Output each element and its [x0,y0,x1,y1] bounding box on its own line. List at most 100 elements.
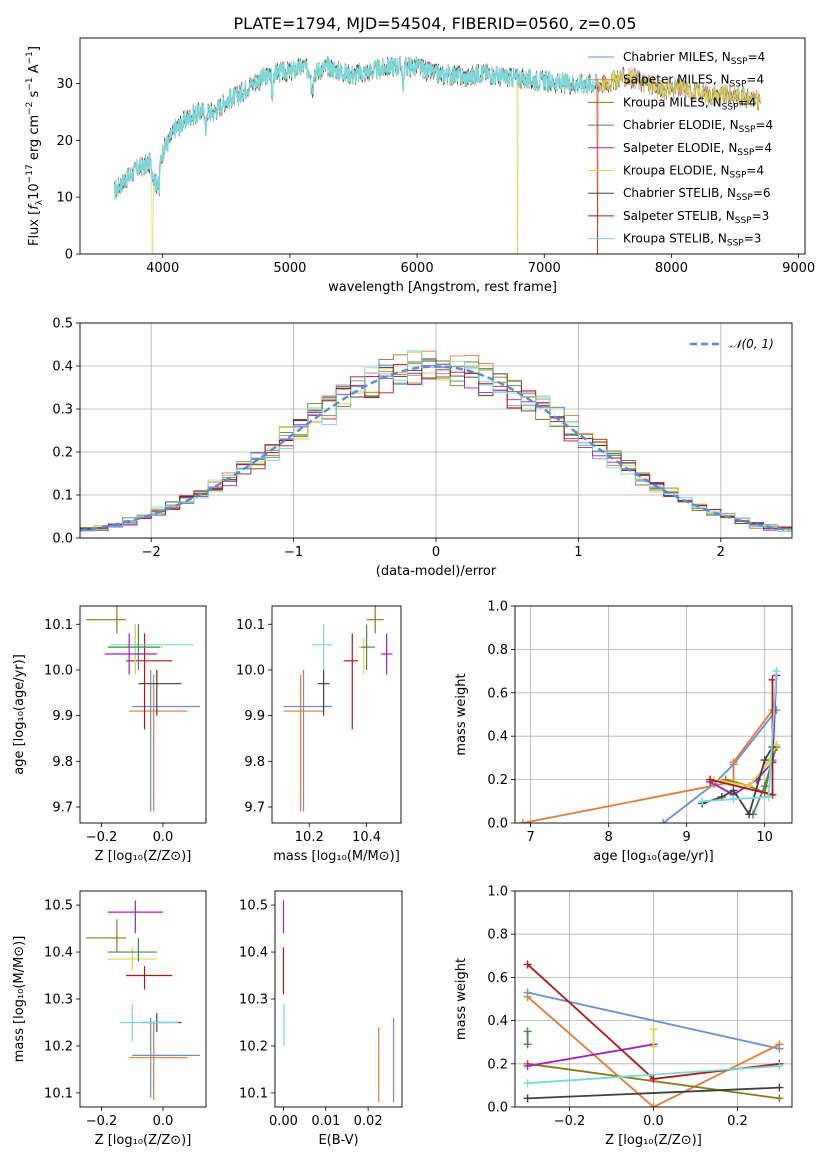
legend-entry: Salpeter MILES, NSSP=4 [623,73,764,90]
errorbar-point [107,900,163,934]
errorbar-point [317,669,330,716]
weight-marker [518,819,527,823]
y-tick-label: 0.8 [487,928,508,943]
errorbar-point [107,947,157,971]
y-tick-label: 20 [56,134,73,149]
y-tick-label: 9.7 [52,801,73,816]
errorbar-point [138,669,182,716]
y-tick-label: 1.0 [487,885,508,900]
y-tick-label: 0.0 [487,1101,508,1116]
x-tick-label: −0.2 [86,830,118,845]
y-axis-label: age [log₁₀(age/yr)] [12,654,27,775]
axes-frame [514,605,793,824]
mass-weight-vs-Z-panel: −0.2 0.0 0.2 0.0 0.2 0.4 0.6 0.8 1.0 Z [log₁₀(Z/Z… [454,885,793,1148]
errorbar-point [132,669,200,812]
y-tick-label: 10.0 [44,663,73,678]
weight-marker [729,786,738,795]
errorbar-point [110,624,194,675]
y-tick-label: 10.2 [239,1039,268,1054]
y-tick-label: 0.2 [487,1057,508,1072]
y-tick-label: 10.1 [239,1086,268,1101]
x-tick-label: 0.0 [643,1114,664,1129]
y-tick-label: 0.5 [52,317,73,332]
legend-entry: Chabrier ELODIE, NSSP=4 [623,118,773,135]
x-tick-label: 0.0 [153,830,174,845]
y-tick-label: 9.7 [244,801,265,816]
weight-marker [649,1103,658,1107]
y-tick-label: 10.5 [239,899,268,914]
mass-vs-ebv-plot-area [282,900,395,1103]
weight-line-chabrier-stelib [527,1086,780,1100]
spectrum-line-kroupa-stelib [113,55,598,200]
y-tick-label: 10.3 [239,993,268,1008]
x-tick-label: −1 [284,545,303,560]
weight-line-kroupa-stelib [702,671,778,803]
y-axis-label: mass [log₁₀(M/M⊙)] [12,936,27,1063]
weight-line-salpeter-miles [522,709,774,823]
errorbar-point [107,937,157,962]
axes-frame [79,37,806,255]
y-tick-label: 0.8 [487,643,508,658]
x-tick-label: 0.02 [354,1114,383,1129]
y-tick-label: 10.0 [236,663,265,678]
weight-marker [649,1042,658,1051]
y-tick-label: 1.0 [487,600,508,615]
y-tick-label: 0.3 [52,403,73,418]
weight-marker [523,992,532,1001]
mass-vs-Z-plot-area [86,900,200,1100]
y-axis-label: mass weight [454,673,469,755]
weight-marker [706,775,715,784]
errorbar-point [86,919,127,953]
age-vs-mass-plot-area [283,606,393,812]
x-tick-label: 8000 [655,261,688,276]
y-tick-label: 10.5 [44,899,73,914]
weight-marker [745,810,754,819]
weight-marker [764,792,773,801]
errorbar-point [312,624,333,670]
errorbar-point [360,624,376,670]
legend-entry: Kroupa ELODIE, NSSP=4 [623,164,764,181]
errorbar-point [129,1022,188,1100]
mass-vs-Z-panel: −0.2 0.0 10.1 10.2 10.3 10.4 10.5 Z [log₁₀(Z/Z⊙… [12,890,207,1148]
y-axis-label: Flux [fλ10−17 erg cm−2 s−1 A−1] [25,46,45,246]
weight-marker [523,1027,532,1036]
axes-frame [79,890,207,1108]
x-tick-label: 10.4 [352,830,381,845]
weight-line-chabrier-elodie [752,746,778,815]
age-vs-Z-plot-area [86,606,200,812]
legend-entry: Kroupa STELIB, NSSP=3 [623,232,761,249]
x-axis-label: (data-model)/error [376,564,497,579]
x-tick-label: 10 [756,830,773,845]
y-tick-label: 0.6 [487,971,508,986]
x-tick-label: 4000 [146,261,179,276]
y-tick-label: 0 [65,248,73,263]
figure-title: PLATE=1794, MJD=54504, FIBERID=0560, z=0… [233,14,636,33]
x-tick-label: 8 [604,830,612,845]
legend-entry: Kroupa MILES, NSSP=4 [623,95,756,112]
y-tick-label: 10.3 [44,993,73,1008]
weight-marker [698,797,707,806]
x-axis-label: age [log₁₀(age/yr)] [593,849,714,864]
weight-marker [775,1040,784,1049]
y-tick-label: 0.0 [487,817,508,832]
weight-marker [659,819,668,823]
weight-marker [523,1079,532,1088]
errorbar-point [119,1003,179,1042]
axes-frame [271,605,402,824]
x-tick-label: 7000 [528,261,561,276]
y-tick-label: 0.2 [52,446,73,461]
residuals-panel: −2 −1 0 1 2 0.0 0.1 0.2 0.3 0.4 0.5 (data-model)/er… [52,317,793,579]
errorbar-point [358,637,370,675]
y-tick-label: 10.1 [44,618,73,633]
errorbar-point [129,674,188,812]
errorbar-point [126,966,173,990]
x-tick-label: 9000 [782,261,815,276]
spectrum-legend: Chabrier MILES, NSSP=4 Salpeter MILES, NS… [588,50,773,249]
x-tick-label: 0.2 [727,1114,748,1129]
errorbar-point [366,606,384,634]
x-tick-label: 0.01 [311,1114,340,1129]
y-tick-label: 0.4 [52,360,73,375]
y-tick-label: 10 [56,191,73,206]
x-tick-label: 7 [526,830,534,845]
